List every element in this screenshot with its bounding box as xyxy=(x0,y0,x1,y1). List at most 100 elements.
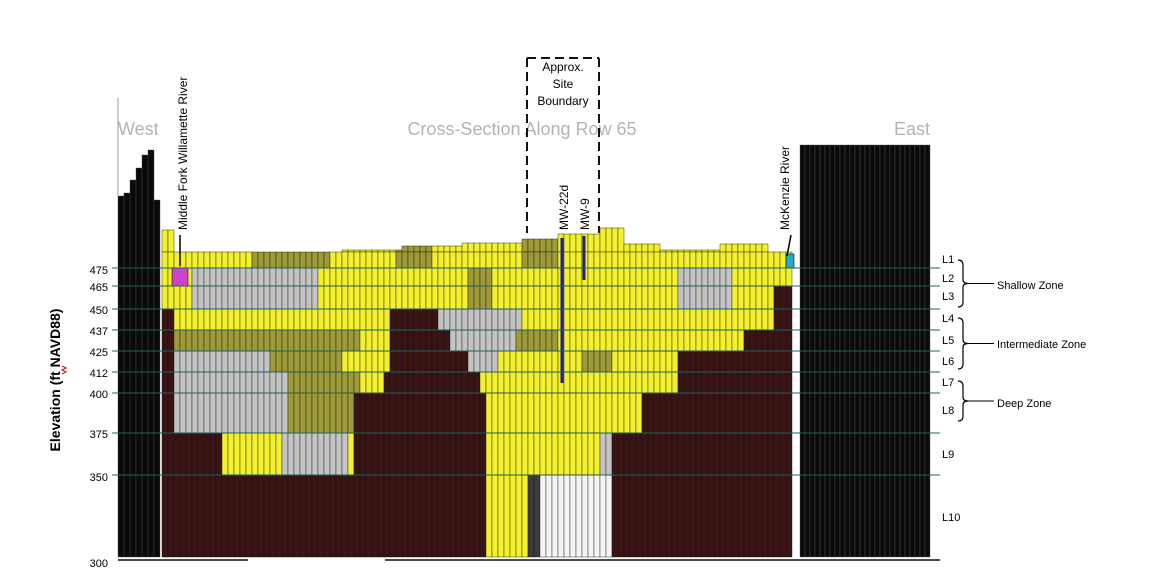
model-cell xyxy=(239,251,247,269)
model-cell xyxy=(719,350,727,373)
mckenzie-river-cell xyxy=(785,253,795,269)
model-cell xyxy=(215,371,223,394)
model-cell xyxy=(773,474,781,558)
elevation-tick-label: 437 xyxy=(90,326,108,338)
model-cell xyxy=(191,308,199,331)
model-cell xyxy=(419,308,427,331)
model-cell xyxy=(599,285,607,310)
model-cell xyxy=(167,329,175,352)
model-cell xyxy=(257,251,265,269)
model-cell xyxy=(317,350,325,373)
model-cell xyxy=(293,432,301,476)
model-cell xyxy=(167,392,175,434)
model-cell xyxy=(311,392,319,434)
model-cell xyxy=(305,371,313,394)
model-cell xyxy=(341,308,349,331)
model-cell xyxy=(521,371,529,394)
model-cell xyxy=(617,308,625,331)
model-cell xyxy=(221,432,229,476)
model-cell xyxy=(191,392,199,434)
model-cell xyxy=(257,350,265,373)
model-cell xyxy=(479,432,487,476)
model-cell xyxy=(191,285,199,310)
model-cell xyxy=(335,432,343,476)
model-cell xyxy=(323,474,331,558)
model-cell xyxy=(569,371,577,394)
model-cell xyxy=(557,432,565,476)
model-cell xyxy=(737,350,745,373)
model-cell xyxy=(605,432,613,476)
model-cell xyxy=(293,267,301,287)
model-cell xyxy=(785,267,793,287)
model-cell xyxy=(251,350,259,373)
model-cell xyxy=(713,251,721,269)
model-cell xyxy=(389,329,397,352)
model-cell xyxy=(347,350,355,373)
model-cell xyxy=(215,350,223,373)
model-cell xyxy=(317,251,325,269)
model-cell xyxy=(509,267,517,287)
model-cell xyxy=(545,285,553,310)
model-cell xyxy=(623,371,631,394)
model-cell xyxy=(245,432,253,476)
model-cell xyxy=(443,267,451,287)
model-cell xyxy=(335,251,343,269)
model-cell xyxy=(335,371,343,394)
model-cell xyxy=(329,251,337,269)
model-cell xyxy=(545,329,553,352)
model-cell xyxy=(695,267,703,287)
model-cell xyxy=(173,474,181,558)
model-cell xyxy=(371,432,379,476)
model-cell xyxy=(455,251,463,269)
model-cell xyxy=(287,392,295,434)
model-cell xyxy=(209,329,217,352)
model-cell xyxy=(185,474,193,558)
model-cell xyxy=(647,371,655,394)
model-cell xyxy=(251,285,259,310)
model-cell xyxy=(173,371,181,394)
model-cell xyxy=(269,474,277,558)
model-cell xyxy=(737,308,745,331)
model-cell xyxy=(305,392,313,434)
model-cell xyxy=(761,308,769,331)
model-cell xyxy=(569,233,577,253)
model-cell xyxy=(323,267,331,287)
model-cell xyxy=(197,285,205,310)
model-cell xyxy=(413,267,421,287)
model-cell xyxy=(545,371,553,394)
model-cell xyxy=(383,285,391,310)
layer-label: L3 xyxy=(942,291,954,303)
model-cell xyxy=(497,251,505,269)
model-cell xyxy=(581,432,589,476)
model-cell xyxy=(611,251,619,269)
model-cell xyxy=(179,432,187,476)
model-cell xyxy=(281,308,289,331)
model-cell xyxy=(467,474,475,558)
model-cell xyxy=(173,392,181,434)
model-cell xyxy=(719,474,727,558)
model-cell xyxy=(263,251,271,269)
model-cell xyxy=(677,308,685,331)
model-cell xyxy=(389,308,397,331)
model-cell xyxy=(695,308,703,331)
model-cell xyxy=(185,308,193,331)
model-cell xyxy=(161,308,169,331)
model-cell xyxy=(509,329,517,352)
model-cell xyxy=(491,329,499,352)
model-cell xyxy=(491,242,499,253)
model-cell xyxy=(533,350,541,373)
model-cell xyxy=(203,350,211,373)
model-cell xyxy=(329,285,337,310)
model-cell xyxy=(449,329,457,352)
model-cell xyxy=(785,350,793,373)
model-cell xyxy=(665,371,673,394)
model-cell xyxy=(545,392,553,434)
model-cell xyxy=(641,267,649,287)
model-cell xyxy=(473,329,481,352)
model-cell xyxy=(593,285,601,310)
model-cell xyxy=(659,249,667,253)
model-cell xyxy=(755,285,763,310)
model-cell xyxy=(737,371,745,394)
model-cell xyxy=(719,243,727,253)
model-cell xyxy=(593,308,601,331)
